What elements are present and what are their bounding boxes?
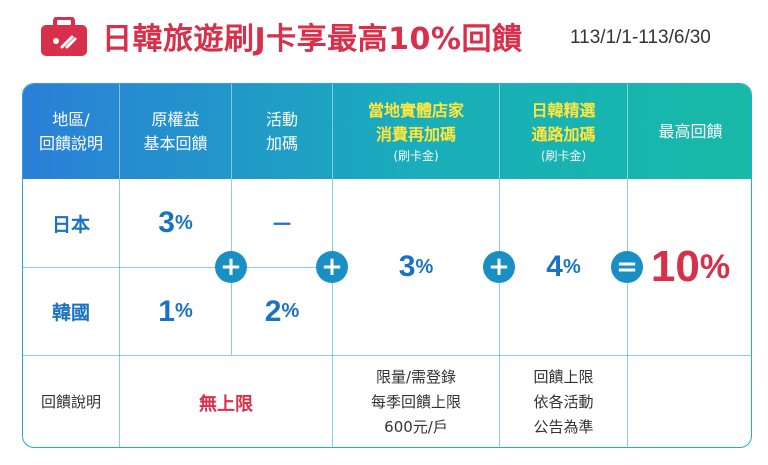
row-label-korea: 韓國	[51, 302, 90, 324]
col-activity-line2: 加碼	[265, 133, 298, 153]
col-local-line1: 當地實體店家	[367, 100, 464, 120]
page-title: 日韓旅遊刷J卡享最高10%回饋	[102, 22, 523, 57]
table-header: 地區/ 回饋說明 原權益 基本回饋 活動 加碼 當地實體店家 消費再加碼 (刷卡…	[23, 84, 751, 179]
col-channel-note: (刷卡金)	[540, 148, 587, 163]
notes-channel: 回饋上限 依各活動 公告為準	[500, 356, 627, 447]
col-base-line1: 原權益	[151, 109, 200, 129]
promo-period: 113/1/1-113/6/30	[570, 27, 711, 48]
channel-bonus-value: 4%	[500, 179, 627, 355]
col-base-line2: 基本回饋	[143, 133, 208, 153]
col-region-header: 地區/ 回饋說明	[23, 84, 119, 179]
col-max-label: 最高回饋	[658, 121, 723, 141]
notes-channel-line3: 公告為準	[533, 418, 594, 436]
col-channel-line2: 通路加碼	[531, 124, 596, 144]
max-reward-value: 10%	[628, 179, 751, 355]
plus-icon: +	[316, 251, 348, 283]
col-max-header: 最高回饋	[628, 84, 751, 179]
percent-unit: %	[174, 300, 193, 322]
plus-icon: +	[483, 251, 515, 283]
max-reward-number: 10	[650, 242, 700, 291]
col-local-header: 當地實體店家 消費再加碼 (刷卡金)	[333, 84, 499, 179]
suitcase-icon	[41, 17, 87, 56]
reward-table: 地區/ 回饋說明 原權益 基本回饋 活動 加碼 當地實體店家 消費再加碼 (刷卡…	[22, 83, 752, 448]
percent-unit: %	[562, 255, 581, 278]
notes-local-line2: 每季回饋上限	[370, 393, 461, 411]
notes-max-empty	[628, 356, 751, 447]
col-base-header: 原權益 基本回饋	[120, 84, 231, 179]
korea-activity-value: 2%	[232, 268, 332, 355]
col-activity-line1: 活動	[265, 109, 298, 129]
korea-base-number: 1	[158, 294, 175, 328]
local-bonus-value: 3%	[333, 179, 499, 355]
japan-activity-value: －	[270, 213, 293, 238]
col-channel-line1: 日韓精選	[531, 100, 596, 120]
percent-unit: %	[415, 255, 434, 278]
equals-icon: =	[611, 251, 643, 283]
korea-base-value: 1%	[120, 268, 231, 355]
korea-activity-number: 2	[264, 294, 282, 328]
col-local-line2: 消費再加碼	[375, 124, 456, 144]
notes-local-line3: 600元/戶	[384, 418, 448, 436]
col-region-line2: 回饋說明	[38, 133, 103, 153]
percent-unit: %	[174, 211, 193, 234]
japan-base-value: 3%	[120, 179, 231, 267]
header: 日韓旅遊刷J卡享最高10%回饋 113/1/1-113/6/30	[0, 0, 768, 76]
col-activity-header: 活動 加碼	[232, 84, 332, 179]
col-region-line1: 地區/	[52, 109, 90, 129]
notes-local-line1: 限量/需登錄	[375, 368, 457, 386]
notes-channel-line2: 依各活動	[533, 393, 594, 411]
notes-channel-line1: 回饋上限	[533, 368, 594, 386]
notes-local: 限量/需登錄 每季回饋上限 600元/戶	[333, 356, 499, 447]
channel-bonus-number: 4	[546, 250, 563, 283]
notes-unlimited: 無上限	[199, 393, 253, 415]
notes-label: 回饋說明	[40, 393, 101, 411]
local-bonus-number: 3	[398, 250, 416, 283]
japan-base-number: 3	[158, 206, 175, 239]
col-channel-header: 日韓精選 通路加碼 (刷卡金)	[500, 84, 627, 179]
row-label-japan: 日本	[51, 213, 90, 236]
col-local-note: (刷卡金)	[393, 148, 439, 163]
plus-icon: +	[215, 251, 247, 283]
percent-unit: %	[699, 247, 731, 286]
percent-unit: %	[281, 300, 300, 322]
